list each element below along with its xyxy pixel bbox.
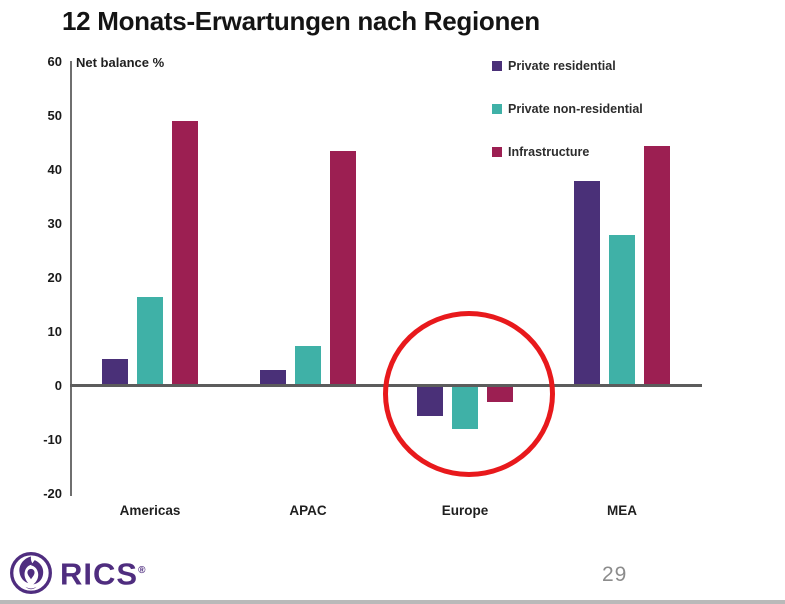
bar-americas-private-non-residential bbox=[137, 296, 163, 386]
bar-apac-infrastructure bbox=[330, 151, 356, 386]
bar-mea-infrastructure bbox=[644, 145, 670, 386]
bar-apac-private-non-residential bbox=[295, 345, 321, 386]
bar-mea-private-residential bbox=[574, 180, 600, 386]
legend-item: Infrastructure bbox=[492, 145, 643, 159]
lion-emblem-icon bbox=[10, 551, 52, 594]
bar-americas-private-residential bbox=[102, 359, 128, 386]
y-axis-line bbox=[70, 61, 72, 496]
rics-wordmark: RICS® bbox=[60, 556, 147, 592]
legend-item: Private non-residential bbox=[492, 102, 643, 116]
legend-label: Private residential bbox=[508, 59, 616, 73]
x-label-apac: APAC bbox=[289, 503, 327, 518]
bar-mea-private-non-residential bbox=[609, 234, 635, 386]
bar-americas-infrastructure bbox=[172, 121, 198, 386]
y-tick-label: 0 bbox=[54, 378, 62, 393]
x-label-americas: Americas bbox=[119, 503, 181, 518]
legend-label: Infrastructure bbox=[508, 145, 590, 159]
rics-logo: RICS® bbox=[8, 548, 146, 597]
y-tick-label: 40 bbox=[47, 162, 62, 177]
x-label-mea: MEA bbox=[607, 503, 637, 518]
chart-legend: Private residential Private non-resident… bbox=[492, 59, 643, 188]
highlight-circle bbox=[383, 311, 555, 477]
y-tick-label: 30 bbox=[47, 216, 62, 231]
y-tick-label: -10 bbox=[43, 432, 62, 447]
legend-swatch bbox=[492, 61, 502, 71]
y-tick-label: 10 bbox=[47, 324, 62, 339]
y-tick-label: 20 bbox=[47, 270, 62, 285]
legend-label: Private non-residential bbox=[508, 102, 643, 116]
registered-mark: ® bbox=[138, 565, 147, 576]
legend-item: Private residential bbox=[492, 59, 643, 73]
legend-swatch bbox=[492, 104, 502, 114]
page-title: 12 Monats-Erwartungen nach Regionen bbox=[62, 6, 540, 36]
y-axis-label: Net balance % bbox=[76, 55, 165, 70]
y-tick-label: 50 bbox=[47, 108, 62, 123]
bar-apac-private-residential bbox=[260, 369, 286, 386]
y-tick-label: -20 bbox=[43, 486, 62, 501]
x-label-europe: Europe bbox=[441, 503, 489, 518]
page-number: 29 bbox=[602, 563, 628, 586]
y-tick-label: 60 bbox=[47, 54, 62, 69]
legend-swatch bbox=[492, 147, 502, 157]
